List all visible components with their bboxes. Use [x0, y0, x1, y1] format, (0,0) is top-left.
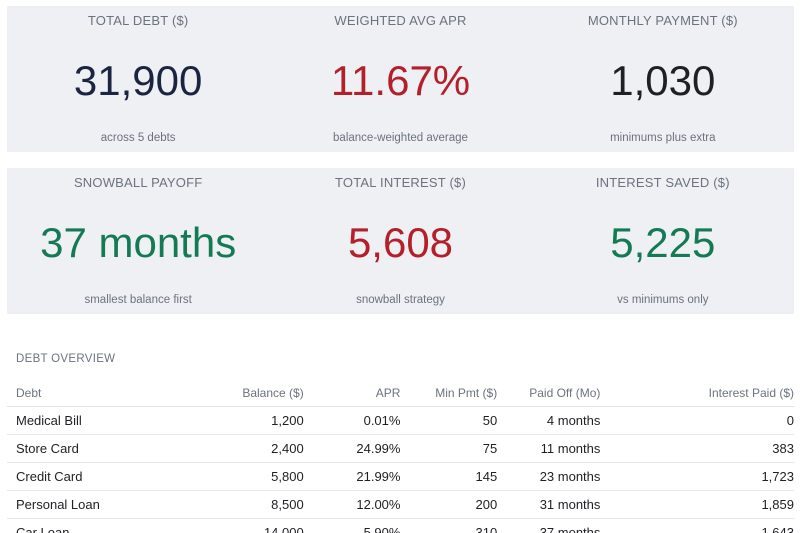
cell-debt-name: Car Loan [7, 518, 166, 533]
cell-apr: 5.90% [303, 518, 401, 533]
kpi-label: WEIGHTED AVG APR [334, 13, 467, 28]
kpi-subtitle: snowball strategy [356, 294, 445, 306]
cell-balance: 1,200 [165, 406, 304, 435]
cell-min-payment: 310 [400, 518, 498, 533]
kpi-subtitle: smallest balance first [84, 294, 192, 306]
cell-min-payment: 50 [400, 406, 498, 435]
cell-paid-off: 4 months [497, 406, 601, 435]
kpi-subtitle: vs minimums only [617, 294, 709, 306]
cell-apr: 24.99% [303, 434, 401, 463]
kpi-value: 1,030 [610, 57, 716, 104]
kpi-total-debt: TOTAL DEBT ($) 31,900 across 5 debts [7, 6, 269, 152]
table-row: Car Loan 14,000 5.90% 310 37 months 1,64… [7, 518, 794, 533]
kpi-label: TOTAL DEBT ($) [87, 13, 189, 28]
kpi-monthly-payment: MONTHLY PAYMENT ($) 1,030 minimums plus … [532, 6, 794, 152]
kpi-snowball-payoff: SNOWBALL PAYOFF 37 months smallest balan… [7, 168, 269, 314]
cell-apr: 21.99% [303, 462, 401, 491]
cell-min-payment: 200 [400, 490, 498, 519]
cell-debt-name: Credit Card [7, 462, 166, 491]
cell-debt-name: Personal Loan [7, 490, 166, 519]
kpi-subtitle: across 5 debts [100, 132, 176, 144]
cell-debt-name: Store Card [7, 434, 166, 463]
kpi-value: 11.67% [330, 57, 471, 104]
cell-paid-off: 37 months [497, 518, 601, 533]
kpi-row-strategy: SNOWBALL PAYOFF 37 months smallest balan… [7, 168, 794, 314]
cell-apr: 12.00% [303, 490, 401, 519]
cell-paid-off: 23 months [497, 462, 601, 491]
cell-min-payment: 145 [400, 462, 498, 491]
table-header-row: Debt Balance ($) APR Min Pmt ($) Paid Of… [7, 380, 794, 407]
kpi-subtitle: minimums plus extra [610, 132, 716, 144]
column-header-apr[interactable]: APR [303, 380, 401, 407]
cell-interest-paid: 383 [600, 434, 794, 463]
cell-paid-off: 31 months [497, 490, 601, 519]
table-row: Medical Bill 1,200 0.01% 50 4 months 0 [7, 406, 794, 435]
cell-paid-off: 11 months [497, 434, 601, 463]
cell-balance: 14,000 [165, 518, 304, 533]
kpi-value: 31,900 [73, 57, 203, 104]
cell-interest-paid: 1,859 [600, 490, 794, 519]
column-header-balance[interactable]: Balance ($) [165, 380, 304, 407]
section-title-debt-overview: DEBT OVERVIEW [16, 353, 116, 365]
kpi-row-summary: TOTAL DEBT ($) 31,900 across 5 debts WEI… [7, 6, 794, 152]
column-header-min-payment[interactable]: Min Pmt ($) [400, 380, 498, 407]
kpi-label: SNOWBALL PAYOFF [73, 175, 203, 190]
kpi-total-interest: TOTAL INTEREST ($) 5,608 snowball strate… [269, 168, 531, 314]
cell-interest-paid: 1,723 [600, 462, 794, 491]
table-row: Store Card 2,400 24.99% 75 11 months 383 [7, 434, 794, 463]
kpi-label: INTEREST SAVED ($) [595, 175, 730, 190]
table-row: Credit Card 5,800 21.99% 145 23 months 1… [7, 462, 794, 491]
kpi-label: TOTAL INTEREST ($) [335, 175, 466, 190]
cell-interest-paid: 1,643 [600, 518, 794, 533]
cell-apr: 0.01% [303, 406, 401, 435]
kpi-value: 5,225 [610, 219, 716, 266]
cell-balance: 2,400 [165, 434, 304, 463]
cell-debt-name: Medical Bill [7, 406, 166, 435]
cell-min-payment: 75 [400, 434, 498, 463]
kpi-value: 37 months [40, 219, 237, 266]
kpi-label: MONTHLY PAYMENT ($) [587, 13, 738, 28]
table-row: Personal Loan 8,500 12.00% 200 31 months… [7, 490, 794, 519]
column-header-debt[interactable]: Debt [7, 380, 166, 407]
debt-overview-table: Debt Balance ($) APR Min Pmt ($) Paid Of… [7, 380, 794, 533]
cell-interest-paid: 0 [600, 406, 794, 435]
cell-balance: 8,500 [165, 490, 304, 519]
kpi-subtitle: balance-weighted average [333, 132, 468, 144]
cell-balance: 5,800 [165, 462, 304, 491]
column-header-interest-paid[interactable]: Interest Paid ($) [600, 380, 794, 407]
kpi-value: 5,608 [347, 219, 454, 266]
kpi-weighted-apr: WEIGHTED AVG APR 11.67% balance-weighted… [269, 6, 531, 152]
column-header-paid-off[interactable]: Paid Off (Mo) [497, 380, 601, 407]
kpi-interest-saved: INTEREST SAVED ($) 5,225 vs minimums onl… [532, 168, 794, 314]
